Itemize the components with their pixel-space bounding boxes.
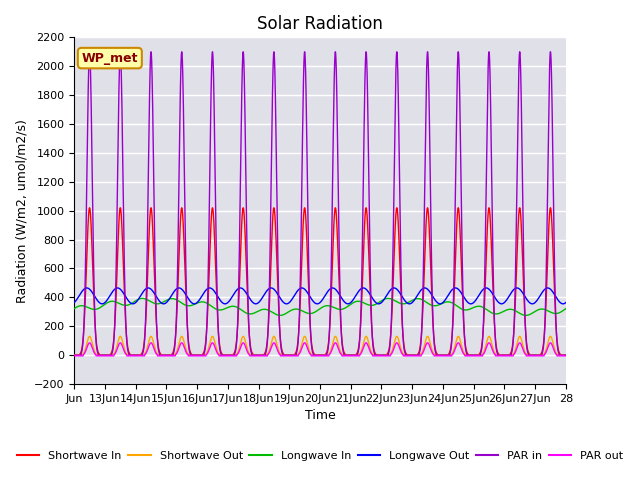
Text: WP_met: WP_met bbox=[81, 51, 138, 65]
Legend: Shortwave In, Shortwave Out, Longwave In, Longwave Out, PAR in, PAR out: Shortwave In, Shortwave Out, Longwave In… bbox=[13, 446, 627, 465]
Title: Solar Radiation: Solar Radiation bbox=[257, 15, 383, 33]
X-axis label: Time: Time bbox=[305, 409, 335, 422]
Y-axis label: Radiation (W/m2, umol/m2/s): Radiation (W/m2, umol/m2/s) bbox=[15, 119, 28, 302]
